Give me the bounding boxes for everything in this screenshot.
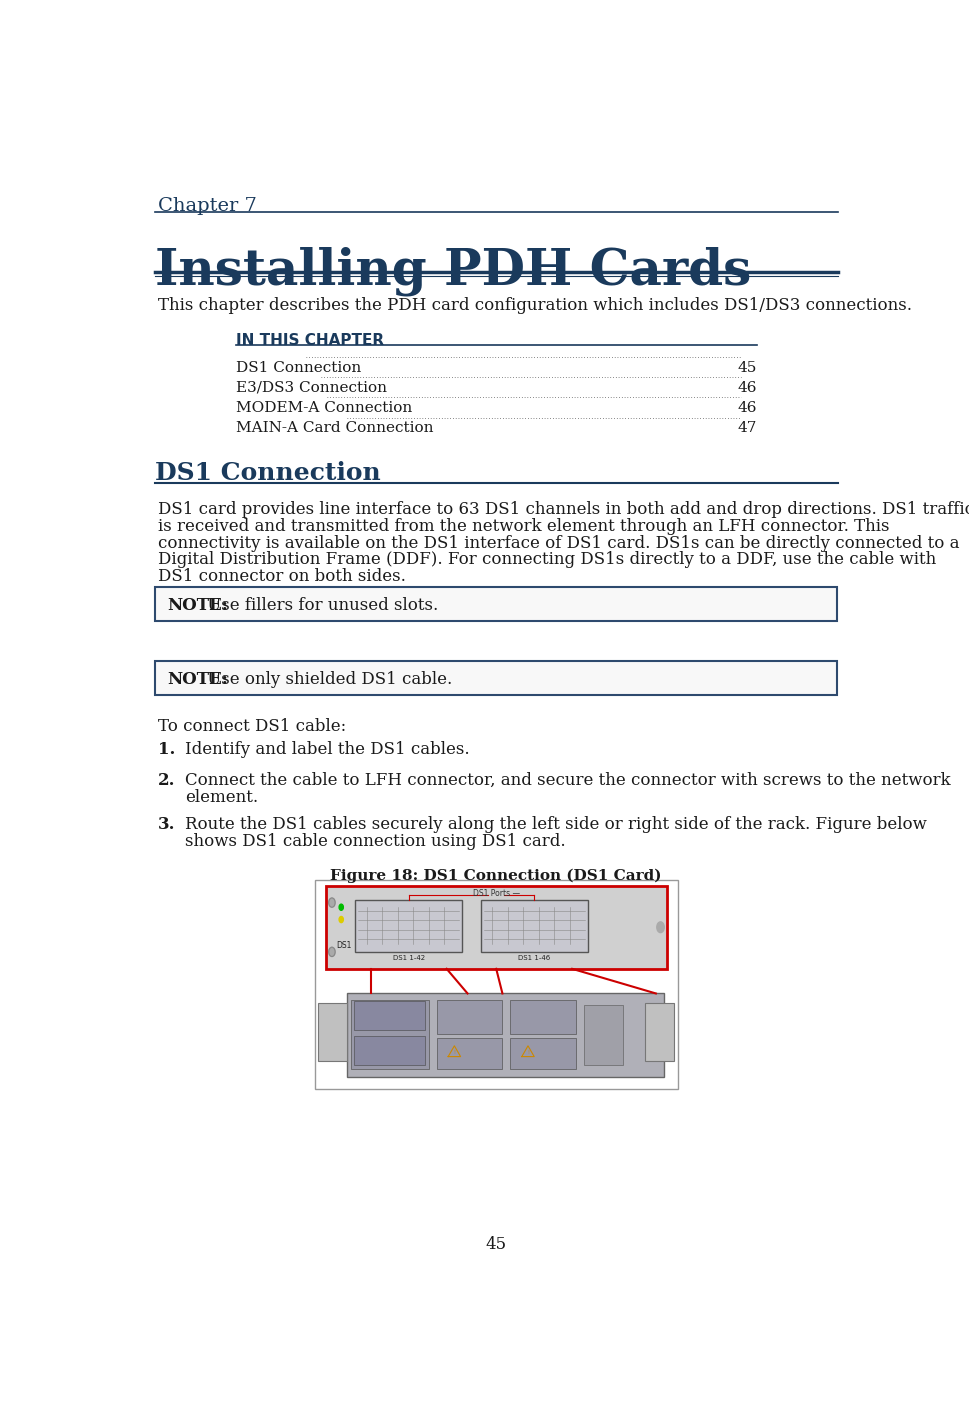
Text: connectivity is available on the DS1 interface of DS1 card. DS1s can be directly: connectivity is available on the DS1 int… xyxy=(158,534,960,551)
Text: Connect the cable to LFH connector, and secure the connector with screws to the : Connect the cable to LFH connector, and … xyxy=(185,771,951,788)
Text: DS1 card provides line interface to 63 DS1 channels in both add and drop directi: DS1 card provides line interface to 63 D… xyxy=(158,500,969,517)
Text: DS1 1-46: DS1 1-46 xyxy=(518,955,550,961)
Text: DS1 1-42: DS1 1-42 xyxy=(392,955,424,961)
Text: Use only shielded DS1 cable.: Use only shielded DS1 cable. xyxy=(202,671,452,688)
Text: Chapter 7: Chapter 7 xyxy=(158,196,257,215)
Bar xyxy=(437,999,502,1034)
Bar xyxy=(510,1039,576,1068)
Bar xyxy=(437,1039,502,1068)
Text: Figure 18: DS1 Connection (DS1 Card): Figure 18: DS1 Connection (DS1 Card) xyxy=(330,869,662,883)
Bar xyxy=(318,1003,348,1061)
Text: Installing PDH Cards: Installing PDH Cards xyxy=(155,246,752,297)
Bar xyxy=(354,1036,425,1065)
Text: DS1 Connection: DS1 Connection xyxy=(155,461,381,485)
Text: IN THIS CHAPTER: IN THIS CHAPTER xyxy=(235,333,384,348)
Text: MAIN-A Card Connection: MAIN-A Card Connection xyxy=(235,421,433,435)
Text: 3.: 3. xyxy=(158,817,175,834)
Text: Identify and label the DS1 cables.: Identify and label the DS1 cables. xyxy=(185,740,469,757)
Text: !: ! xyxy=(527,1050,529,1056)
Text: E3/DS3 Connection: E3/DS3 Connection xyxy=(235,380,387,394)
Bar xyxy=(583,1005,622,1065)
Circle shape xyxy=(339,917,343,923)
Text: 46: 46 xyxy=(737,400,757,414)
Text: shows DS1 cable connection using DS1 card.: shows DS1 cable connection using DS1 car… xyxy=(185,834,565,851)
Bar xyxy=(510,999,576,1034)
Text: DS1: DS1 xyxy=(336,941,352,950)
Text: element.: element. xyxy=(185,788,258,805)
Text: DS1 Connection: DS1 Connection xyxy=(235,360,361,374)
Bar xyxy=(356,900,462,952)
Bar xyxy=(315,879,677,1089)
Text: Use fillers for unused slots.: Use fillers for unused slots. xyxy=(202,596,438,613)
Text: MODEM-A Connection: MODEM-A Connection xyxy=(235,400,412,414)
Bar xyxy=(326,886,667,969)
Text: 46: 46 xyxy=(737,380,757,394)
Bar xyxy=(352,999,429,1068)
Text: To connect DS1 cable:: To connect DS1 cable: xyxy=(158,718,347,735)
Circle shape xyxy=(328,899,335,907)
Text: Digital Distribution Frame (DDF). For connecting DS1s directly to a DDF, use the: Digital Distribution Frame (DDF). For co… xyxy=(158,551,937,568)
Text: 2.: 2. xyxy=(158,771,175,788)
Text: NOTE:: NOTE: xyxy=(168,596,229,613)
Circle shape xyxy=(339,904,343,910)
Text: 45: 45 xyxy=(737,360,757,374)
Bar xyxy=(481,900,587,952)
Text: This chapter describes the PDH card configuration which includes DS1/DS3 connect: This chapter describes the PDH card conf… xyxy=(158,297,913,314)
Circle shape xyxy=(328,947,335,957)
Text: 1.: 1. xyxy=(158,740,175,757)
Text: 45: 45 xyxy=(485,1236,507,1253)
Text: Route the DS1 cables securely along the left side or right side of the rack. Fig: Route the DS1 cables securely along the … xyxy=(185,817,926,834)
Bar xyxy=(155,661,837,695)
Text: !: ! xyxy=(453,1050,455,1056)
Text: 47: 47 xyxy=(737,421,757,435)
Bar xyxy=(348,993,664,1077)
Bar xyxy=(155,586,837,620)
Text: DS1 Ports —: DS1 Ports — xyxy=(473,889,519,897)
Bar xyxy=(354,1002,425,1030)
Circle shape xyxy=(657,921,664,933)
Text: DS1 connector on both sides.: DS1 connector on both sides. xyxy=(158,568,406,585)
Bar xyxy=(645,1003,674,1061)
Text: NOTE:: NOTE: xyxy=(168,671,229,688)
Text: is received and transmitted from the network element through an LFH connector. T: is received and transmitted from the net… xyxy=(158,517,890,534)
